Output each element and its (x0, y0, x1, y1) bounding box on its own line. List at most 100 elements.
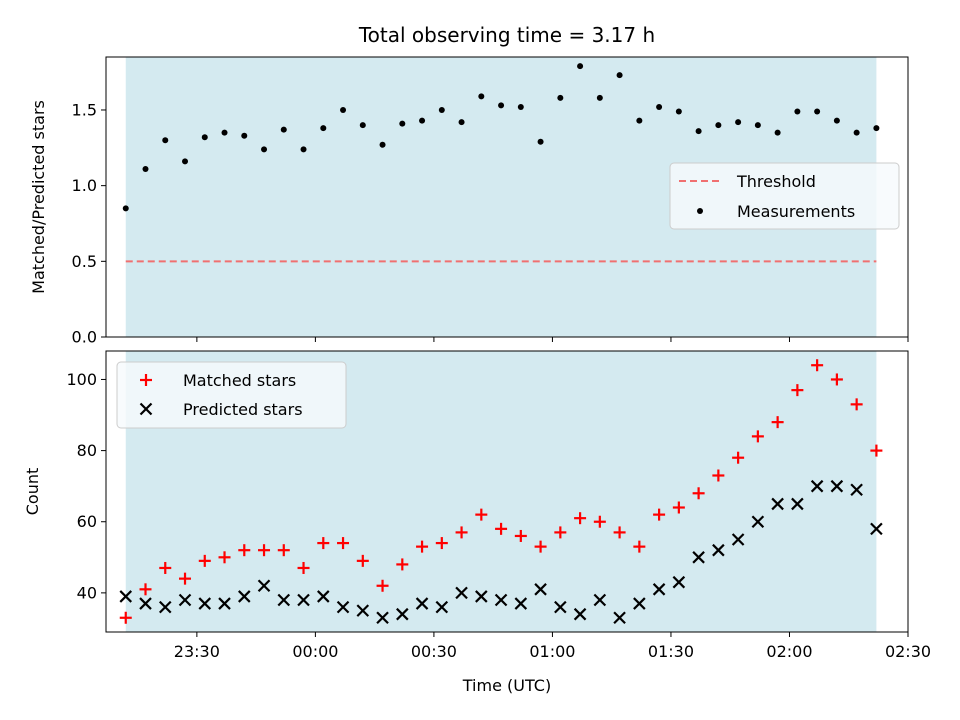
predicted-point-d2 (534, 583, 547, 596)
matched-point (514, 529, 527, 542)
predicted-point (415, 597, 429, 610)
predicted-point (771, 497, 784, 511)
measurement-point (221, 129, 228, 136)
predicted-point-d2 (573, 607, 587, 621)
predicted-point (672, 575, 686, 589)
top-y-axis-label: Matched/Predicted stars (29, 100, 48, 294)
count-panel: 40 60 80 100 23:30 00:00 00:30 01:00 01:30 02:00… (23, 350, 931, 695)
y-tick-label: 60 (77, 512, 97, 531)
predicted-point (435, 600, 449, 614)
bottom-y-axis-label: Count (23, 468, 42, 516)
legend-measurements-label: Measurements (737, 202, 855, 221)
matched-point (870, 444, 883, 457)
matched-point (613, 526, 626, 539)
measurement-point (201, 134, 208, 141)
y-tick-label: 1.5 (72, 100, 97, 119)
measurement-point (853, 129, 860, 136)
measurement-points (122, 63, 880, 212)
x-tick-label: 00:30 (411, 642, 457, 661)
legend-threshold-label: Threshold (736, 172, 816, 191)
y-tick-label: 0.0 (72, 328, 97, 347)
measurement-point (162, 137, 169, 144)
top-y-ticks: 0.0 0.5 1.0 1.5 (72, 100, 106, 347)
measurement-point (458, 119, 465, 126)
x-tick-label: 00:00 (292, 642, 338, 661)
bottom-axes-frame (105, 350, 909, 633)
matched-point (435, 537, 448, 550)
predicted-point (198, 597, 212, 610)
matched-point (218, 551, 231, 564)
chart-title: Total observing time = 3.17 h (358, 23, 655, 47)
predicted-point (870, 522, 883, 536)
matched-point (732, 451, 745, 464)
predicted-point-d2 (494, 593, 508, 607)
predicted-point (218, 597, 231, 610)
matched-point (771, 416, 784, 429)
predicted-point (791, 497, 804, 511)
matched-point (376, 579, 389, 592)
predicted-point-d2 (712, 543, 725, 557)
matched-point (534, 540, 547, 553)
measurement-point (873, 125, 880, 132)
measurement-point (359, 122, 366, 129)
predicted-point-d2 (435, 600, 449, 614)
predicted-point-d2 (870, 522, 883, 536)
matched-point (475, 508, 488, 521)
predicted-point (356, 604, 370, 617)
predicted-point (494, 593, 508, 607)
measurement-point (537, 138, 544, 145)
predicted-point-d2 (514, 597, 528, 610)
predicted-point (475, 590, 488, 603)
ratio-panel: 0.0 0.5 1.0 1.5 Total observing time = 3.17… (29, 23, 909, 347)
predicted-point (633, 597, 646, 610)
x-tick-label: 01:00 (529, 642, 575, 661)
predicted-point (376, 611, 389, 625)
measurement-point (379, 141, 386, 148)
measurement-point (794, 108, 801, 115)
predicted-point-d2 (277, 593, 291, 607)
y-tick-label: 0.5 (72, 252, 97, 271)
predicted-point-d2 (415, 597, 429, 610)
legend-matched-swatch (140, 374, 152, 386)
predicted-point (277, 593, 291, 607)
matched-point (179, 572, 192, 585)
y-tick-label: 1.0 (72, 176, 97, 195)
predicted-point-d2 (672, 575, 686, 589)
measurement-point (616, 72, 623, 79)
matched-point (356, 554, 369, 567)
predicted-point-d2 (455, 586, 468, 600)
predicted-point (514, 597, 528, 610)
predicted-point-d2 (613, 611, 626, 625)
predicted-point-d2 (850, 483, 863, 496)
matched-point (712, 469, 725, 482)
measurement-point (735, 119, 742, 126)
matched-point (396, 558, 409, 571)
predicted-point (317, 590, 330, 603)
predicted-point-d2 (731, 533, 745, 546)
measurement-point (814, 108, 821, 115)
measurement-point (122, 205, 129, 212)
legend-predicted-label: Predicted stars (183, 400, 303, 419)
predicted-point (751, 515, 765, 529)
measurement-point (261, 146, 268, 153)
measurement-point (340, 106, 347, 113)
measurement-point (320, 125, 327, 132)
predicted-point (336, 600, 350, 614)
measurement-point (517, 103, 524, 110)
matched-point (554, 526, 567, 539)
predicted-point (257, 579, 271, 593)
matched-point (258, 544, 271, 557)
matched-point (317, 537, 330, 550)
legend-predicted-swatch (139, 402, 153, 416)
matched-point (692, 487, 705, 500)
predicted-point-d2 (593, 593, 607, 607)
predicted-point (178, 593, 192, 607)
measurement-point (636, 117, 643, 124)
x-axis-label: Time (UTC) (462, 676, 551, 695)
top-axes-frame (105, 56, 909, 338)
measurement-point (300, 146, 307, 153)
predicted-point (573, 607, 587, 621)
bottom-legend-box (116, 361, 347, 429)
legend-matched-label: Matched stars (183, 371, 296, 390)
